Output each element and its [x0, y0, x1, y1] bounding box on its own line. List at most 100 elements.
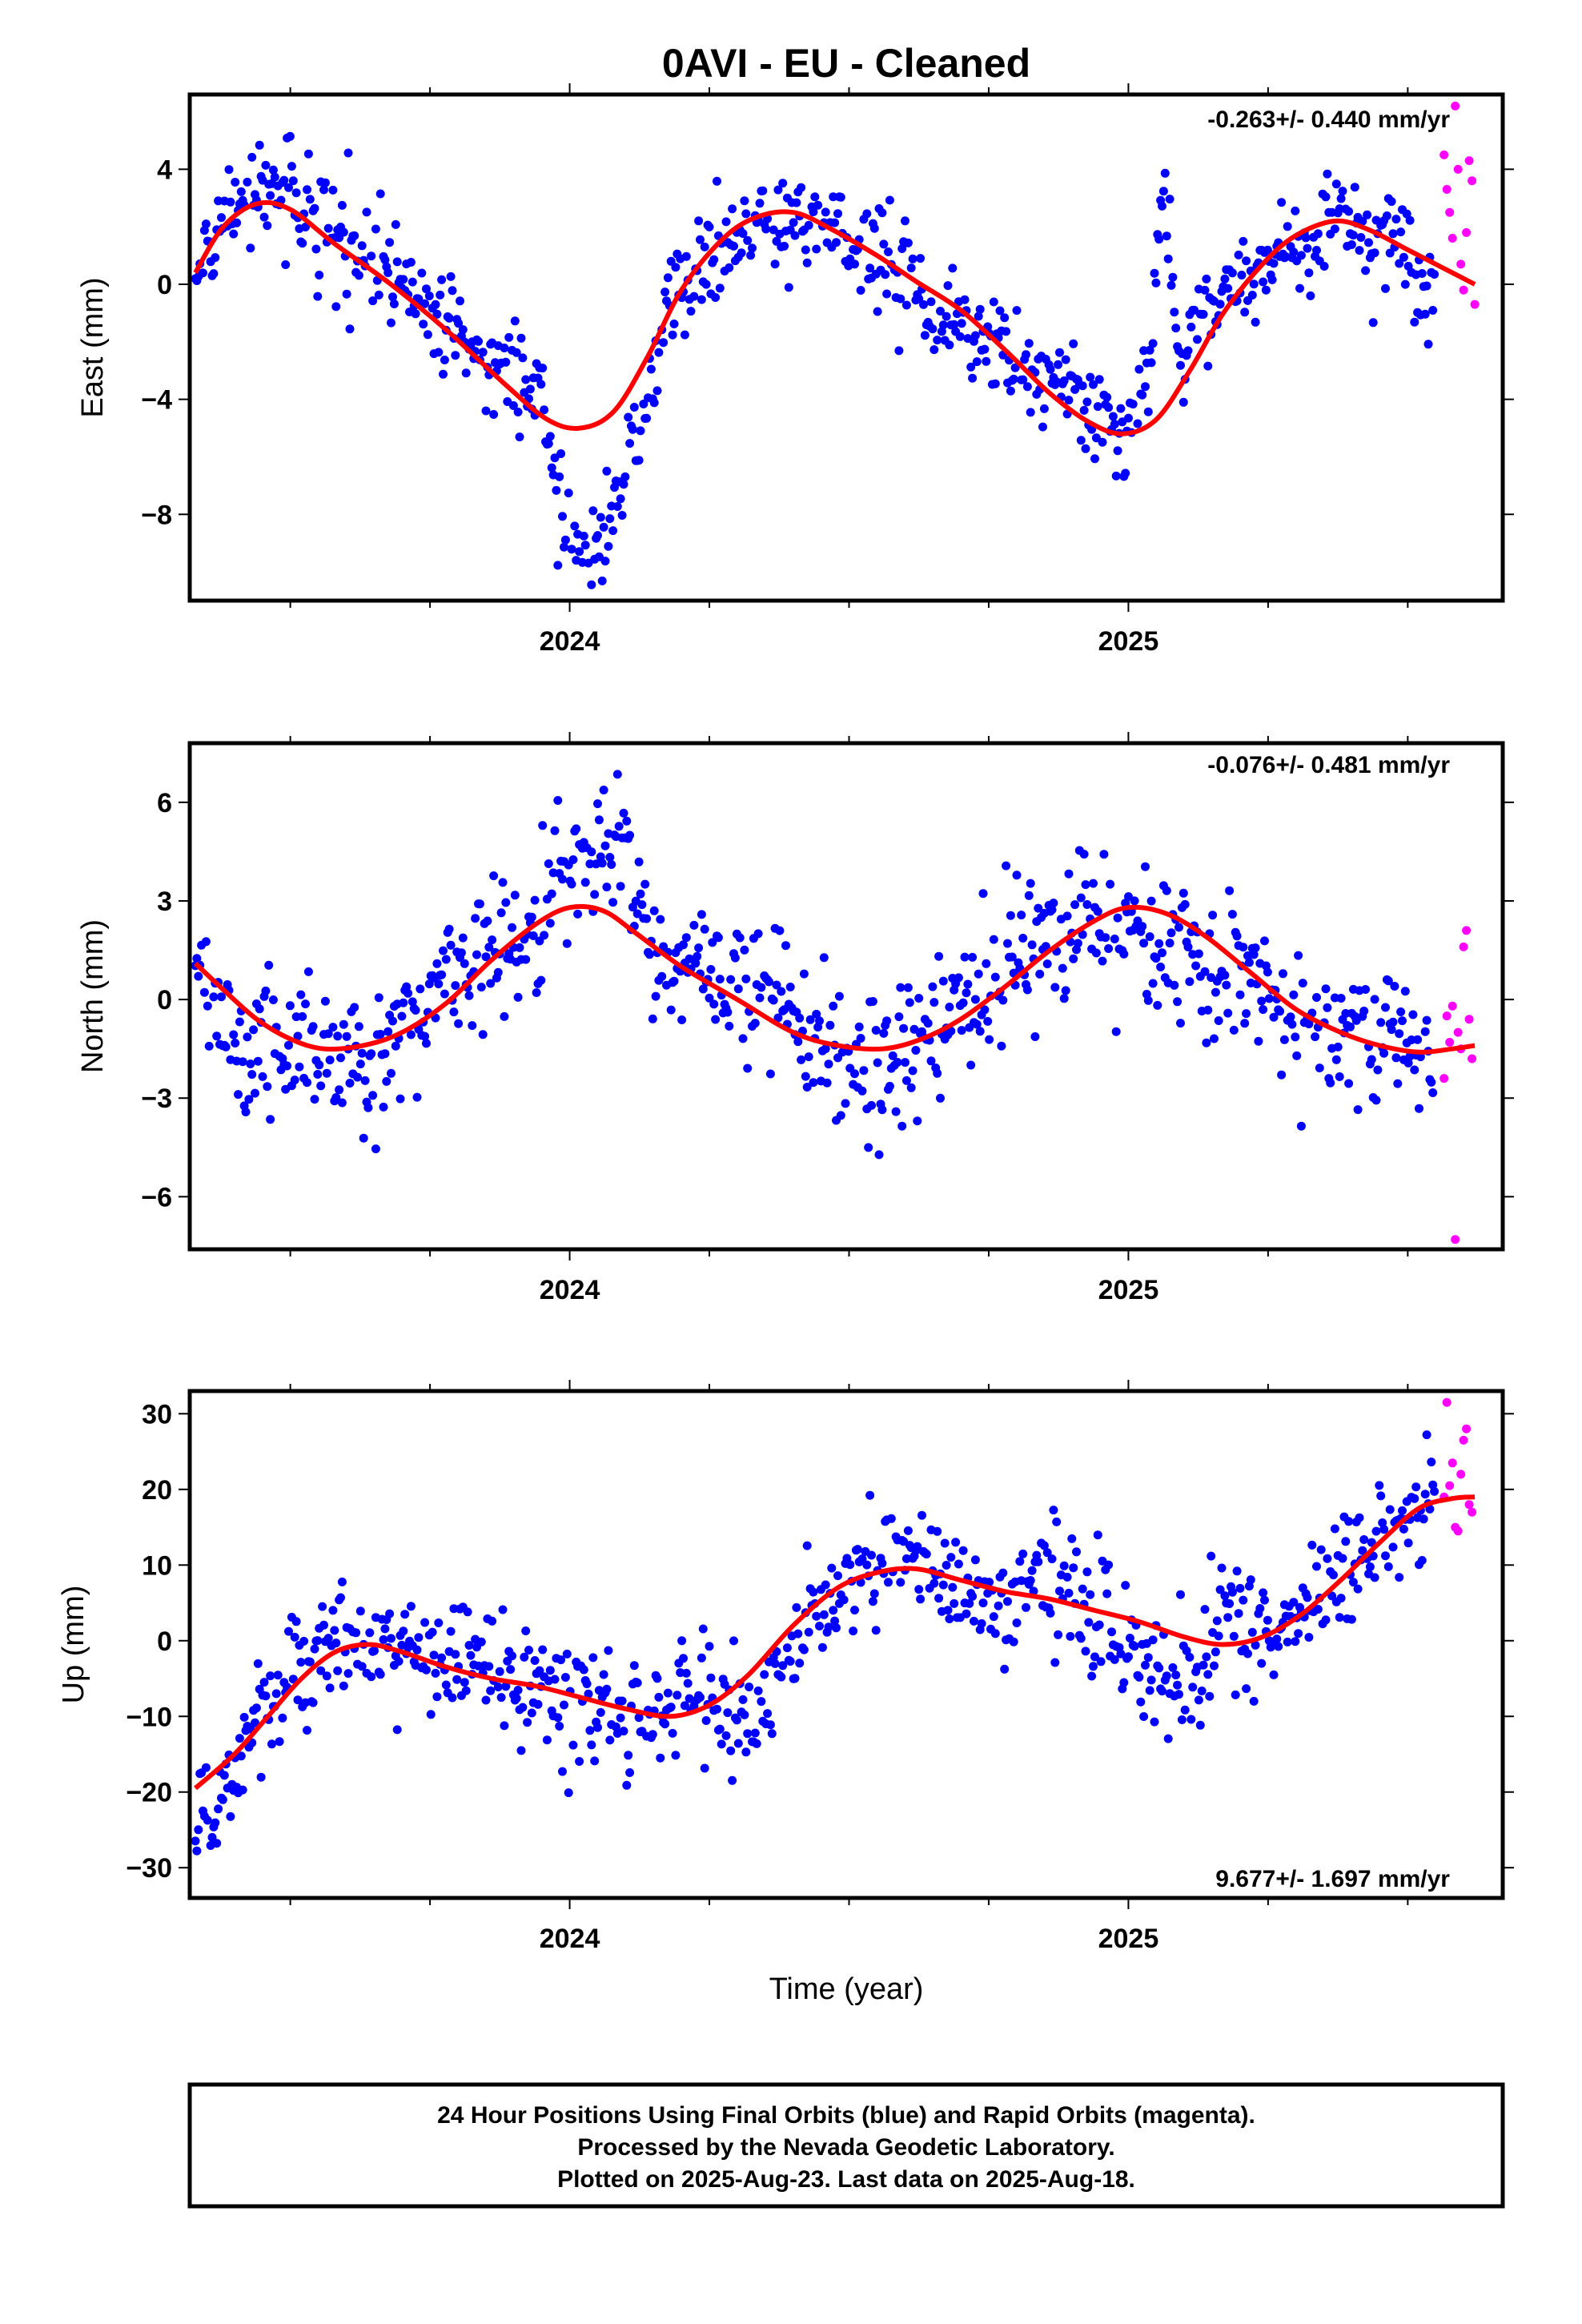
up-final-point — [1383, 1562, 1393, 1571]
east-final-point — [1046, 364, 1055, 374]
up-final-point — [1134, 1672, 1144, 1682]
north-final-point — [1203, 1005, 1213, 1015]
east-final-point — [555, 472, 564, 481]
north-final-point — [1275, 1007, 1285, 1016]
up-final-point — [530, 1656, 540, 1665]
north-final-point — [371, 1144, 380, 1154]
up-final-point — [488, 1616, 497, 1626]
up-final-point — [284, 1626, 293, 1636]
north-final-point — [1158, 948, 1166, 958]
east-final-point — [587, 580, 596, 589]
up-final-point — [1180, 1705, 1190, 1715]
footer-line-1: 24 Hour Positions Using Final Orbits (bl… — [437, 2102, 1255, 2129]
east-final-point — [928, 324, 938, 334]
up-final-point — [624, 1751, 633, 1760]
east-final-point — [545, 432, 555, 441]
east-final-point — [367, 251, 376, 261]
up-final-point — [331, 1638, 341, 1648]
north-final-point — [580, 878, 590, 887]
east-final-point — [901, 216, 909, 226]
north-final-point — [1119, 949, 1129, 959]
north-final-point — [1359, 1007, 1369, 1015]
up-final-point — [1344, 1517, 1354, 1526]
up-final-point — [950, 1598, 959, 1608]
up-final-point — [275, 1737, 284, 1747]
up-final-point — [700, 1763, 709, 1773]
up-final-point — [740, 1710, 749, 1719]
north-final-point — [656, 915, 665, 924]
north-final-point — [998, 995, 1008, 1005]
north-final-point — [1326, 1078, 1335, 1088]
up-final-point — [868, 1597, 877, 1606]
north-final-point — [402, 982, 412, 991]
up-final-point — [293, 1695, 303, 1705]
east-final-point — [560, 542, 568, 552]
east-final-point — [1295, 283, 1304, 293]
east-final-point — [1227, 268, 1237, 278]
up-final-point — [520, 1652, 529, 1662]
up-final-point — [1104, 1560, 1114, 1570]
east-final-point — [1303, 243, 1312, 253]
east-final-point — [368, 296, 378, 306]
north-final-point — [795, 1013, 805, 1023]
north-final-point — [885, 1081, 894, 1091]
up-final-point — [998, 1568, 1008, 1578]
up-final-point — [886, 1514, 896, 1523]
up-final-point — [648, 1730, 657, 1739]
east-final-point — [671, 263, 681, 272]
north-final-point — [1041, 942, 1050, 951]
up-final-point — [697, 1653, 706, 1663]
up-final-point — [387, 1634, 396, 1643]
north-final-point — [868, 997, 877, 1006]
up-final-point — [1255, 1604, 1265, 1613]
north-rapid-point — [1447, 1001, 1457, 1011]
north-final-point — [1279, 969, 1287, 979]
north-final-point — [454, 1019, 464, 1028]
east-final-point — [869, 223, 879, 233]
east-final-point — [1368, 318, 1378, 328]
up-final-point — [1316, 1545, 1326, 1554]
up-final-point — [705, 1642, 714, 1651]
up-final-point — [792, 1602, 801, 1612]
up-final-point — [590, 1756, 600, 1766]
north-final-point — [1398, 1016, 1407, 1026]
east-final-point — [604, 541, 613, 551]
up-final-point — [760, 1670, 769, 1679]
east-final-point — [291, 188, 301, 198]
north-final-point — [1239, 943, 1248, 952]
up-final-point — [375, 1670, 385, 1679]
east-final-point — [544, 439, 553, 448]
east-final-point — [580, 541, 590, 550]
up-final-point — [392, 1725, 402, 1735]
north-final-point — [960, 952, 970, 962]
north-final-point — [666, 1005, 676, 1015]
up-final-point — [970, 1616, 978, 1626]
north-final-point — [1166, 928, 1176, 938]
up-final-point — [799, 1645, 809, 1655]
up-final-point — [251, 1718, 259, 1727]
up-final-point — [850, 1606, 859, 1614]
north-final-point — [1176, 1019, 1185, 1028]
north-final-point — [231, 1039, 240, 1047]
east-final-point — [259, 212, 269, 222]
north-y-axis-label: North (mm) — [76, 919, 110, 1073]
x-axis-label: Time (year) — [769, 1972, 924, 2006]
east-final-point — [1347, 240, 1356, 249]
east-final-point — [659, 338, 669, 348]
north-final-point — [313, 1070, 323, 1079]
up-final-point — [819, 1610, 829, 1619]
north-ytick-label: 6 — [157, 788, 172, 818]
east-final-point — [1055, 348, 1064, 357]
up-final-point — [303, 1726, 311, 1735]
up-final-point — [1231, 1690, 1240, 1699]
up-frame — [187, 1389, 1505, 1900]
east-final-point — [431, 300, 440, 309]
up-final-point — [777, 1672, 786, 1682]
east-final-point — [417, 268, 427, 278]
north-final-point — [441, 955, 451, 964]
east-final-point — [625, 439, 635, 448]
up-final-point — [1359, 1535, 1369, 1544]
north-final-point — [399, 998, 408, 1007]
